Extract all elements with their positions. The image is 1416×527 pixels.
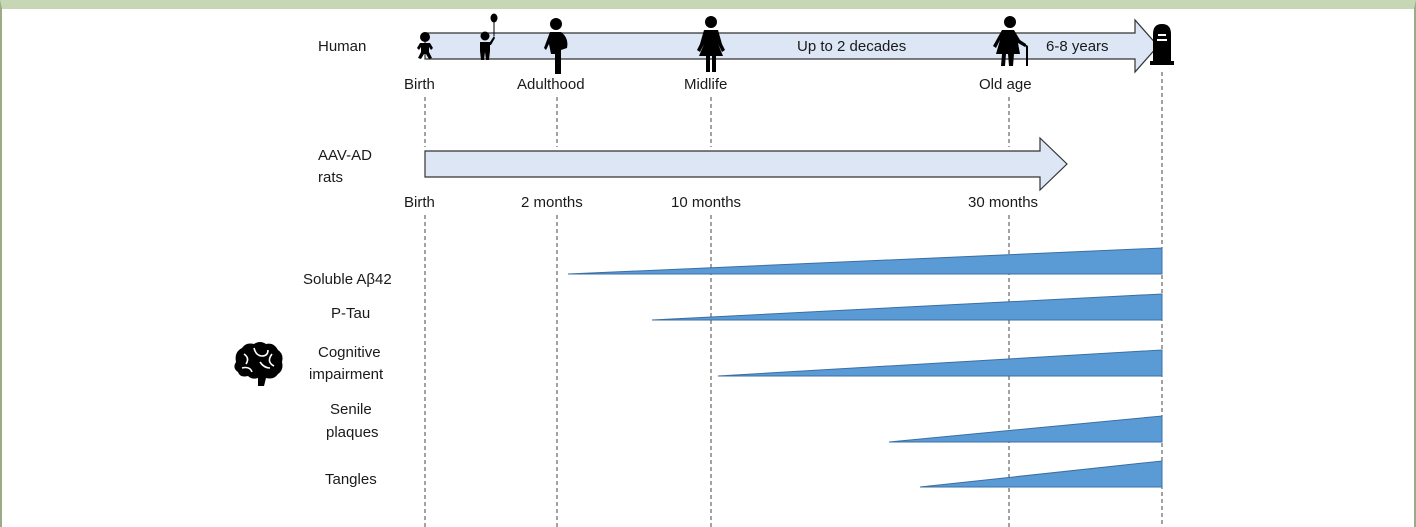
wedge-p-tau [651, 293, 1163, 321]
baby-icon [417, 32, 433, 59]
marker-label-plaques: plaques [326, 424, 379, 441]
marker-label-soluble-abeta42: Soluble Aβ42 [303, 271, 392, 288]
wedge-soluble-abeta42 [567, 247, 1163, 275]
rats-label-line2: rats [318, 169, 343, 186]
marker-label-cognitive: Cognitive [318, 344, 381, 361]
marker-label-tangles: Tangles [325, 471, 377, 488]
human-milestone-midlife: Midlife [684, 76, 727, 93]
wedge-senile-plaques [888, 415, 1163, 443]
span-midlife-oldage: Up to 2 decades [797, 38, 906, 55]
tombstone-icon [1150, 24, 1174, 65]
elderly-woman-icon [993, 16, 1028, 66]
woman-icon [697, 16, 725, 72]
rats-milestone-30-months: 30 months [968, 194, 1038, 211]
span-oldage-death: 6-8 years [1046, 38, 1109, 55]
rats-milestone-2-months: 2 months [521, 194, 583, 211]
human-label: Human [318, 38, 366, 55]
wedge-tangles [919, 460, 1163, 488]
child-with-balloon-icon [480, 13, 498, 60]
rats-milestone-10-months: 10 months [671, 194, 741, 211]
rats-milestone-birth: Birth [404, 194, 435, 211]
human-milestone-birth: Birth [404, 76, 435, 93]
pregnant-woman-icon [544, 18, 568, 74]
marker-label-senile: Senile [330, 401, 372, 418]
marker-label-p-tau: P-Tau [331, 305, 370, 322]
brain-icon [234, 342, 283, 386]
rats-label-line1: AAV-AD [318, 147, 372, 164]
wedge-cognitive-impairment [717, 349, 1163, 377]
human-milestone-oldage: Old age [979, 76, 1032, 93]
marker-label-impairment: impairment [309, 366, 384, 383]
rats-timeline-arrow [424, 136, 1068, 192]
human-milestone-adulthood: Adulthood [517, 76, 585, 93]
human-timeline-arrow [424, 18, 1159, 74]
